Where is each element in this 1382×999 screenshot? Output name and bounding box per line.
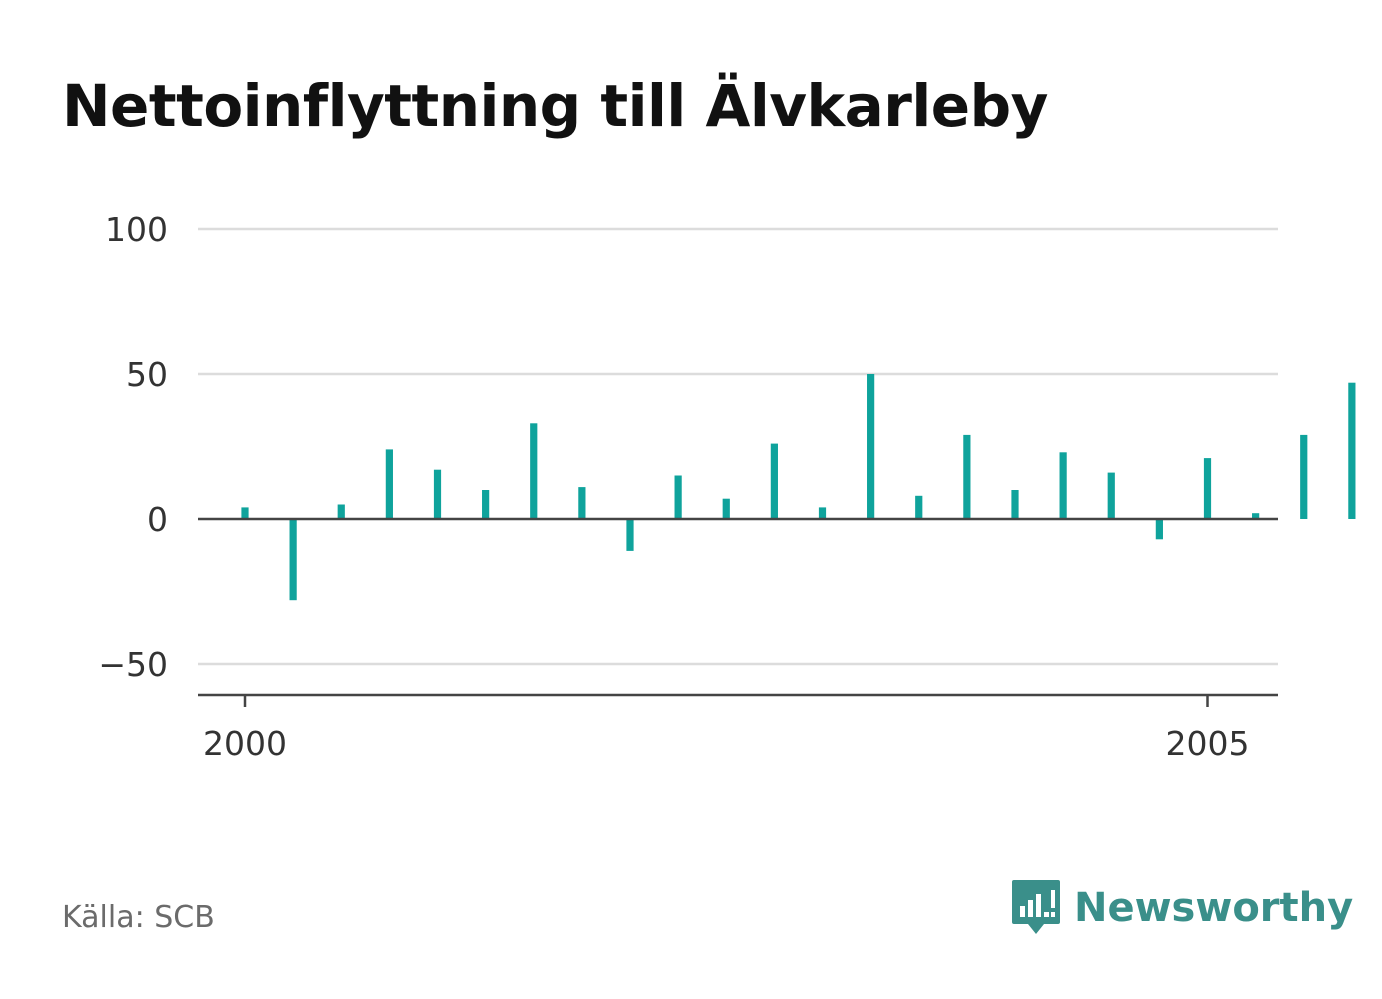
y-tick-label: 50 <box>126 355 168 394</box>
bar <box>963 434 971 519</box>
y-tick-label: 0 <box>147 500 168 539</box>
brand-name: Newsworthy <box>1074 885 1354 931</box>
y-axis-ticks: 100 50 0 −50 <box>98 210 168 684</box>
bar-series <box>241 374 1356 601</box>
y-tick-label: 100 <box>105 210 168 249</box>
chart-title: Nettoinflyttning till Älvkarleby <box>62 72 1048 140</box>
bar <box>867 374 875 519</box>
bar <box>1348 382 1356 519</box>
x-tick-label: 2000 <box>203 724 287 763</box>
bar <box>1203 458 1212 519</box>
bar <box>674 475 682 519</box>
bar <box>1011 490 1019 519</box>
bar <box>626 519 634 551</box>
bar <box>241 507 249 519</box>
bar <box>915 495 923 519</box>
bar <box>1155 519 1163 540</box>
bar <box>1252 513 1260 519</box>
gridlines <box>198 227 1278 666</box>
bar <box>1300 434 1308 519</box>
bar <box>578 487 586 519</box>
x-axis-ticks: 200020052010201520202025 <box>203 695 1250 763</box>
bar <box>433 469 442 519</box>
bar <box>530 423 538 519</box>
bar <box>770 443 778 519</box>
bar <box>1107 472 1115 519</box>
source-label: Källa: SCB <box>62 900 215 935</box>
bar-chart-speech-bubble-icon <box>1012 880 1060 934</box>
bar <box>1059 452 1067 519</box>
y-tick-label: −50 <box>98 645 168 684</box>
bar <box>722 498 730 519</box>
bar <box>289 519 297 601</box>
bar <box>337 504 345 519</box>
brand-logo: Newsworthy <box>1010 878 1353 938</box>
axes <box>198 517 1278 697</box>
x-tick-label: 2005 <box>1166 724 1250 763</box>
bar <box>482 490 490 519</box>
bar <box>385 449 393 519</box>
bar <box>818 507 827 519</box>
